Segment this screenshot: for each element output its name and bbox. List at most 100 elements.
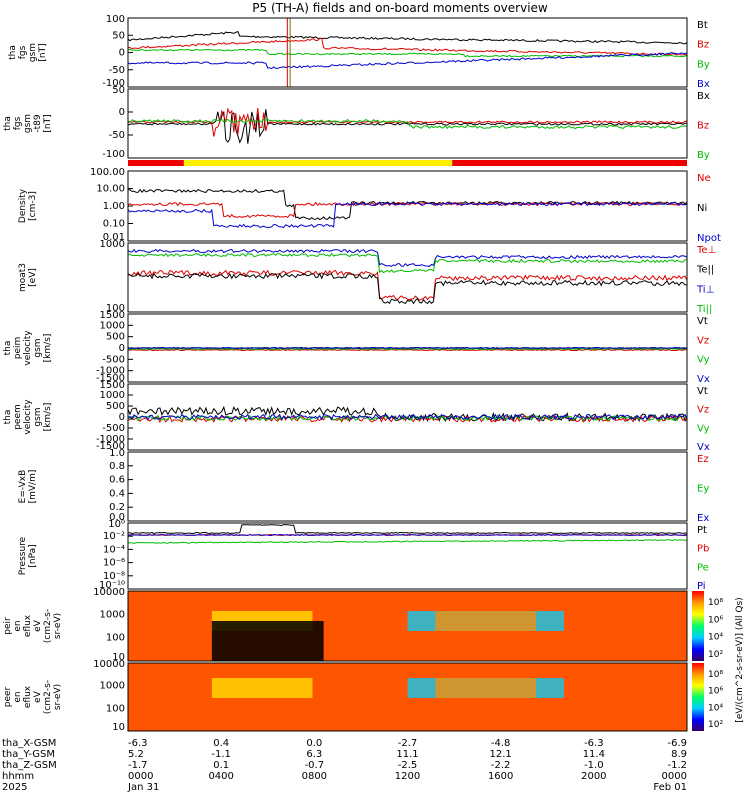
panel-ylabel: velocity — [23, 399, 33, 435]
y-tick-label: -50 — [109, 130, 125, 141]
y-tick-label: -100 — [102, 149, 125, 160]
y-tick-label: 0.2 — [109, 502, 125, 513]
ephemeris-value: -2.5 — [398, 760, 418, 771]
colorbar — [692, 663, 704, 731]
ephemeris-value: -1.2 — [667, 760, 687, 771]
legend-pe: Pe — [697, 562, 709, 573]
y-tick-label: 100 — [106, 14, 125, 25]
series-vz — [127, 348, 688, 352]
panel-ylabel: sr-eV) — [53, 684, 63, 710]
legend-pi: Pi — [697, 581, 706, 592]
y-tick-label: -500 — [102, 354, 125, 365]
ephemeris-value: 0800 — [302, 771, 327, 782]
chart-title: P5 (TH-A) fields and on-board moments ov… — [252, 1, 548, 15]
ephemeris-value: Jan 31 — [127, 782, 159, 793]
panel-ylabel: tha — [3, 341, 13, 356]
series-ne — [127, 201, 687, 219]
y-tick-label: 1000 — [100, 320, 125, 331]
panel-ylabel: fgs — [18, 45, 28, 59]
series-te-perp — [127, 269, 688, 301]
panel-ylabel: eV — [33, 690, 43, 703]
legend-ey: Ey — [697, 484, 709, 495]
panel-1: tha fgs gsm [nT] 100 50 0 -50 -100 Bt Bz By Bx — [8, 14, 710, 90]
panel-10: tha peer en eflux eV (cm2-s-sr-eV) 10000 1000 10… — [0, 659, 133, 733]
ephemeris-value: 1600 — [488, 771, 513, 782]
ephemeris-value: 8.9 — [671, 749, 687, 760]
y-tick-label: 1000 — [100, 609, 125, 620]
panel-frame — [127, 17, 688, 88]
spectrogram-gap — [211, 621, 324, 661]
panel-frame — [127, 383, 688, 451]
panel-ylabel: [eV] — [28, 268, 38, 287]
panel-ylabel: sr-eV) — [53, 613, 63, 639]
y-tick-label: 10⁻⁶ — [103, 558, 125, 569]
panel-ylabel: -t89 — [33, 114, 43, 133]
panel-ylabel: gsm — [33, 407, 43, 426]
y-tick-label: 500 — [106, 332, 125, 343]
y-tick-label: -1500 — [96, 373, 125, 384]
legend-by: By — [697, 150, 710, 161]
y-tick-label: 100 — [106, 303, 125, 314]
panel-ylabel: E=-VxB — [18, 470, 28, 504]
ephemeris-label: hhmm — [2, 771, 34, 782]
panel-ylabel: velocity — [23, 330, 33, 366]
legend-bt: Bt — [697, 20, 708, 31]
y-tick-label: 1500 — [100, 380, 125, 391]
series-bx — [127, 52, 688, 70]
panel-ylabel: (cm2-s- — [43, 609, 53, 643]
legend-vt: Vt — [697, 386, 708, 397]
ephemeris-value: 0.1 — [213, 760, 229, 771]
legend-vx: Vx — [697, 442, 710, 453]
y-tick-label: 10 — [112, 652, 125, 663]
series-pe — [127, 539, 688, 545]
series-ti-perp — [127, 248, 688, 267]
ephemeris-value: -2.2 — [491, 760, 511, 771]
panel-ylabel: tha — [0, 690, 3, 705]
colorbar-label: [eV/(cm^2-s-sr-eV)] (All Qs) — [735, 597, 745, 722]
series-te-par — [127, 272, 688, 305]
legend-ti||: Ti|| — [696, 304, 712, 315]
ephemeris-value: 11.4 — [583, 749, 605, 760]
legend-bz: Bz — [697, 121, 709, 132]
panel-ylabel: [nT] — [43, 114, 53, 132]
series-vx — [127, 346, 688, 350]
y-tick-label: 10 — [112, 722, 125, 733]
y-tick-label: 10⁻¹⁰ — [99, 580, 125, 591]
status-bar-red-1 — [128, 160, 184, 166]
status-bar-red-2 — [452, 160, 687, 166]
colorbar-tick: 10⁶ — [708, 687, 723, 697]
y-tick-label: 1.0 — [109, 448, 125, 459]
panel-frame — [127, 590, 688, 662]
ephemeris-label: tha_Y-GSM — [2, 749, 55, 760]
panel-ylabel: gsm — [28, 43, 38, 62]
colorbar-tick: 10² — [708, 650, 723, 660]
y-tick-label: 50 — [112, 30, 125, 41]
panel-ylabel: tha — [8, 45, 18, 60]
legend-vx: Vx — [697, 374, 710, 385]
series-by-t89 — [127, 118, 688, 130]
colorbar — [692, 591, 704, 661]
panel-ylabel: eV — [33, 619, 43, 632]
panel-ylabel: peer — [3, 686, 13, 707]
colorbar-tick: 10⁴ — [708, 633, 723, 643]
legend-ni: Ni — [697, 203, 707, 214]
y-tick-label: -1500 — [96, 441, 125, 452]
panel-ylabel: eflux — [23, 614, 33, 637]
ephemeris-value: Feb 01 — [653, 782, 687, 793]
panel-ylabel: [cm-3] — [28, 191, 38, 221]
y-tick-label: 500 — [106, 401, 125, 412]
ephemeris-label: tha_Z-GSM — [2, 760, 57, 771]
status-bar-yellow — [183, 160, 453, 166]
panel-ylabel: [nPa] — [28, 544, 38, 567]
legend-by: By — [697, 59, 710, 70]
y-tick-label: 1000 — [100, 681, 125, 692]
y-tick-label: -500 — [102, 423, 125, 434]
spectrogram-band — [435, 678, 537, 698]
panel-ylabel: Pressure — [18, 536, 28, 575]
y-tick-label: 0 — [119, 343, 125, 354]
panel-3: Density [cm-3] 100.00 10.00 1.00 0.10 0.01 Ne Ni… — [18, 167, 721, 244]
colorbar-tick: 10² — [708, 720, 723, 730]
y-tick-label: 0 — [119, 107, 125, 118]
